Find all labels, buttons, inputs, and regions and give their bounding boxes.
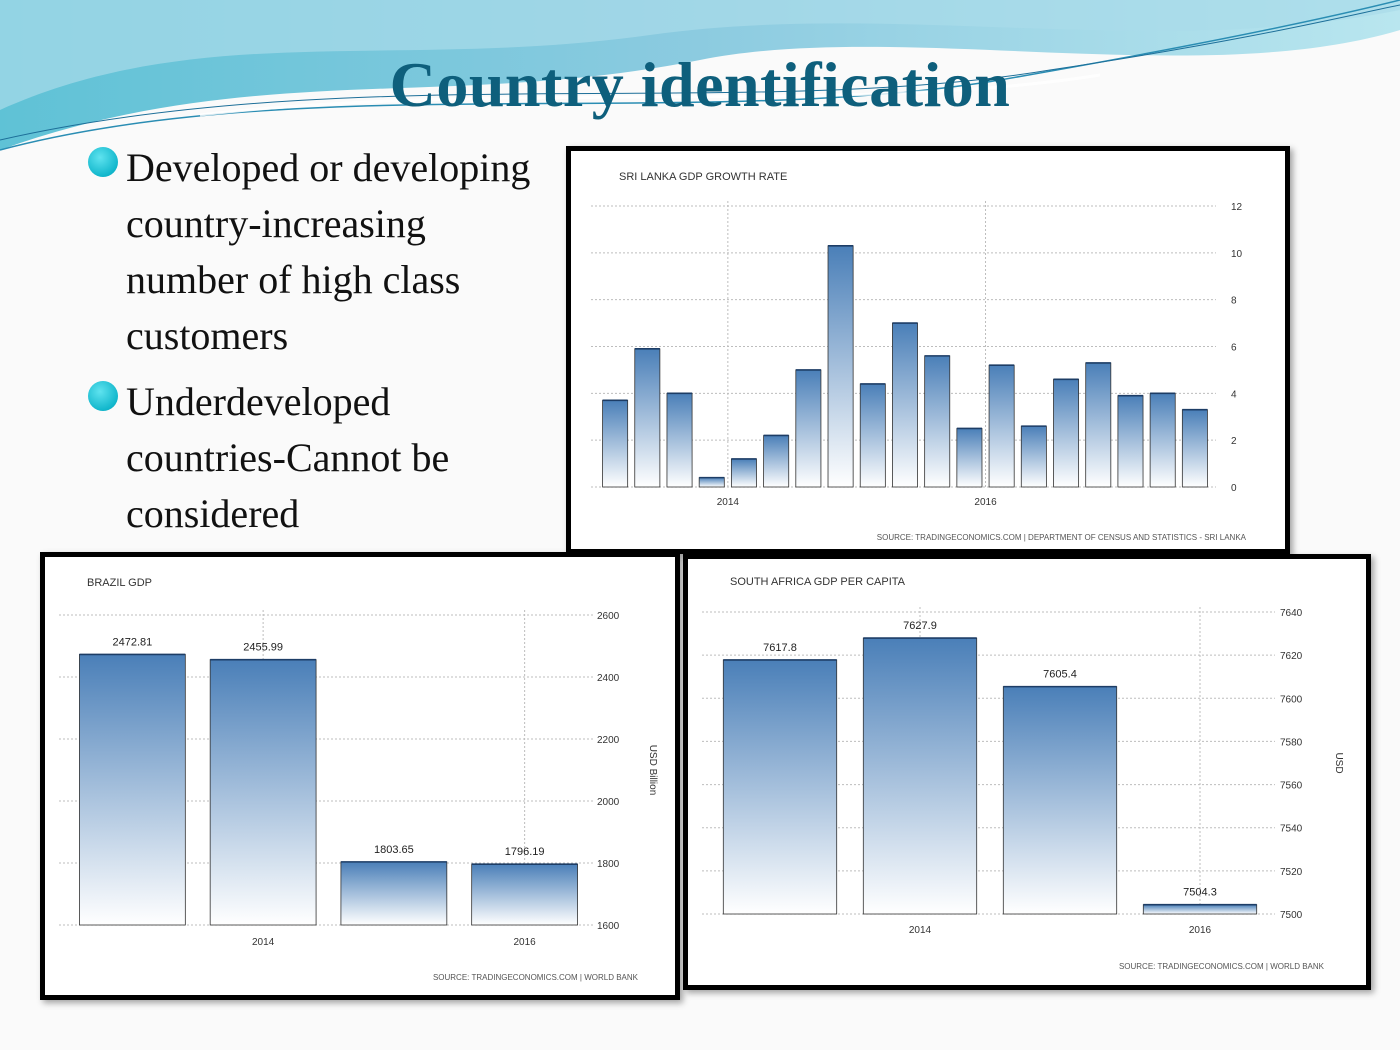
data-label: 7605.4 <box>1043 669 1077 681</box>
x-tick-label: 2014 <box>252 937 275 948</box>
y-tick-label: 7600 <box>1280 694 1303 705</box>
chart-source: SOURCE: TRADINGECONOMICS.COM | WORLD BAN… <box>1119 962 1325 971</box>
y-tick-label: 6 <box>1231 343 1237 354</box>
chart-bar <box>892 322 918 488</box>
chart-source: SOURCE: TRADINGECONOMICS.COM | DEPARTMEN… <box>877 533 1247 542</box>
chart-bar <box>698 477 725 488</box>
y-tick-label: 7580 <box>1280 737 1303 748</box>
chart-bar <box>827 245 854 488</box>
chart-bar <box>602 399 629 488</box>
brazil-chart-panel: 1600 1800 2000 2200 2400 2600 2014 2016 2472.81 2… <box>40 552 680 1000</box>
y-tick-label: 4 <box>1231 389 1237 400</box>
bullet-text: Underdeveloped countries-Cannot be consi… <box>126 379 450 536</box>
south-africa-chart-panel: 7500 7520 7540 7560 7580 7600 7620 7640 2014 2016… <box>683 554 1371 990</box>
chart-bar <box>1085 362 1112 488</box>
y-tick-label: 2000 <box>597 797 620 808</box>
y-tick-label: 2400 <box>597 673 620 684</box>
y-tick-label: 7540 <box>1280 824 1303 835</box>
y-tick-label: 2 <box>1231 436 1237 447</box>
y-tick-label: 2200 <box>597 735 620 746</box>
chart-bar <box>1181 409 1208 488</box>
chart-title: BRAZIL GDP <box>87 577 152 589</box>
chart-source: SOURCE: TRADINGECONOMICS.COM | WORLD BAN… <box>433 973 639 982</box>
y-axis-label: USD <box>1333 752 1344 773</box>
x-tick-label: 2016 <box>514 937 537 948</box>
brazil-gdp-chart: 1600 1800 2000 2200 2400 2600 2014 2016 2472.81 2… <box>59 577 658 982</box>
y-tick-label: 7620 <box>1280 651 1303 662</box>
data-label: 7504.3 <box>1183 887 1217 899</box>
chart-bar <box>730 458 757 488</box>
data-label: 1803.65 <box>374 844 414 856</box>
y-tick-label: 7560 <box>1280 781 1303 792</box>
y-tick-label: 2600 <box>597 611 620 622</box>
data-label: 7627.9 <box>903 620 937 632</box>
chart-bar <box>1053 378 1080 488</box>
y-tick-label: 7640 <box>1280 608 1303 619</box>
chart-bar <box>795 369 822 488</box>
chart-bar <box>1117 395 1144 488</box>
chart-bar <box>1149 392 1176 488</box>
south-africa-gdp-chart: 7500 7520 7540 7560 7580 7600 7620 7640 2014 2016… <box>702 576 1344 971</box>
chart-title: SOUTH AFRICA GDP PER CAPITA <box>730 576 906 588</box>
y-axis-label: USD Billion <box>647 745 658 796</box>
bullet-dot-icon <box>88 381 118 411</box>
bullet-item: Developed or developing country-increasi… <box>88 140 558 364</box>
y-tick-label: 0 <box>1231 483 1237 494</box>
chart-bar <box>1002 686 1118 915</box>
data-label: 1796.19 <box>505 846 545 858</box>
y-tick-label: 8 <box>1231 296 1237 307</box>
bullet-list: Developed or developing country-increasi… <box>88 140 558 552</box>
chart-bar <box>471 863 578 926</box>
y-tick-label: 1600 <box>597 921 620 932</box>
data-label: 2455.99 <box>243 642 283 654</box>
slide-title: Country identification <box>389 49 1011 120</box>
chart-bar <box>209 659 317 926</box>
x-tick-label: 2014 <box>909 925 932 936</box>
chart-bar <box>924 355 951 488</box>
bullet-dot-icon <box>88 147 118 177</box>
chart-bar <box>1020 425 1047 488</box>
chart-bar <box>763 435 790 488</box>
y-tick-label: 10 <box>1231 249 1243 260</box>
chart-bar <box>340 861 448 926</box>
chart-bar <box>634 348 661 488</box>
x-tick-label: 2016 <box>974 497 997 508</box>
chart-bar <box>79 654 186 926</box>
chart-bar <box>988 364 1015 488</box>
chart-bar <box>1142 904 1258 915</box>
chart-title: SRI LANKA GDP GROWTH RATE <box>619 171 787 183</box>
y-tick-label: 12 <box>1231 202 1243 213</box>
sri-lanka-gdp-chart: 0 2 4 6 8 10 12 2014 2016 SRI LANKA GDP GROWTH RA… <box>591 171 1247 542</box>
chart-bar <box>859 383 886 488</box>
x-tick-label: 2016 <box>1189 925 1212 936</box>
y-tick-label: 7500 <box>1280 910 1303 921</box>
y-tick-label: 1800 <box>597 859 620 870</box>
y-tick-label: 7520 <box>1280 867 1303 878</box>
data-label: 7617.8 <box>763 642 797 654</box>
sri-lanka-chart-panel: 0 2 4 6 8 10 12 2014 2016 SRI LANKA GDP GROWTH RA… <box>566 146 1290 554</box>
bullet-item: Underdeveloped countries-Cannot be consi… <box>88 374 558 542</box>
bullet-text: Developed or developing country-increasi… <box>126 145 531 358</box>
x-tick-label: 2014 <box>717 497 740 508</box>
chart-bar <box>722 659 838 915</box>
chart-bar <box>956 428 983 488</box>
chart-bar <box>666 392 693 488</box>
chart-bar <box>862 637 978 915</box>
data-label: 2472.81 <box>112 636 152 648</box>
